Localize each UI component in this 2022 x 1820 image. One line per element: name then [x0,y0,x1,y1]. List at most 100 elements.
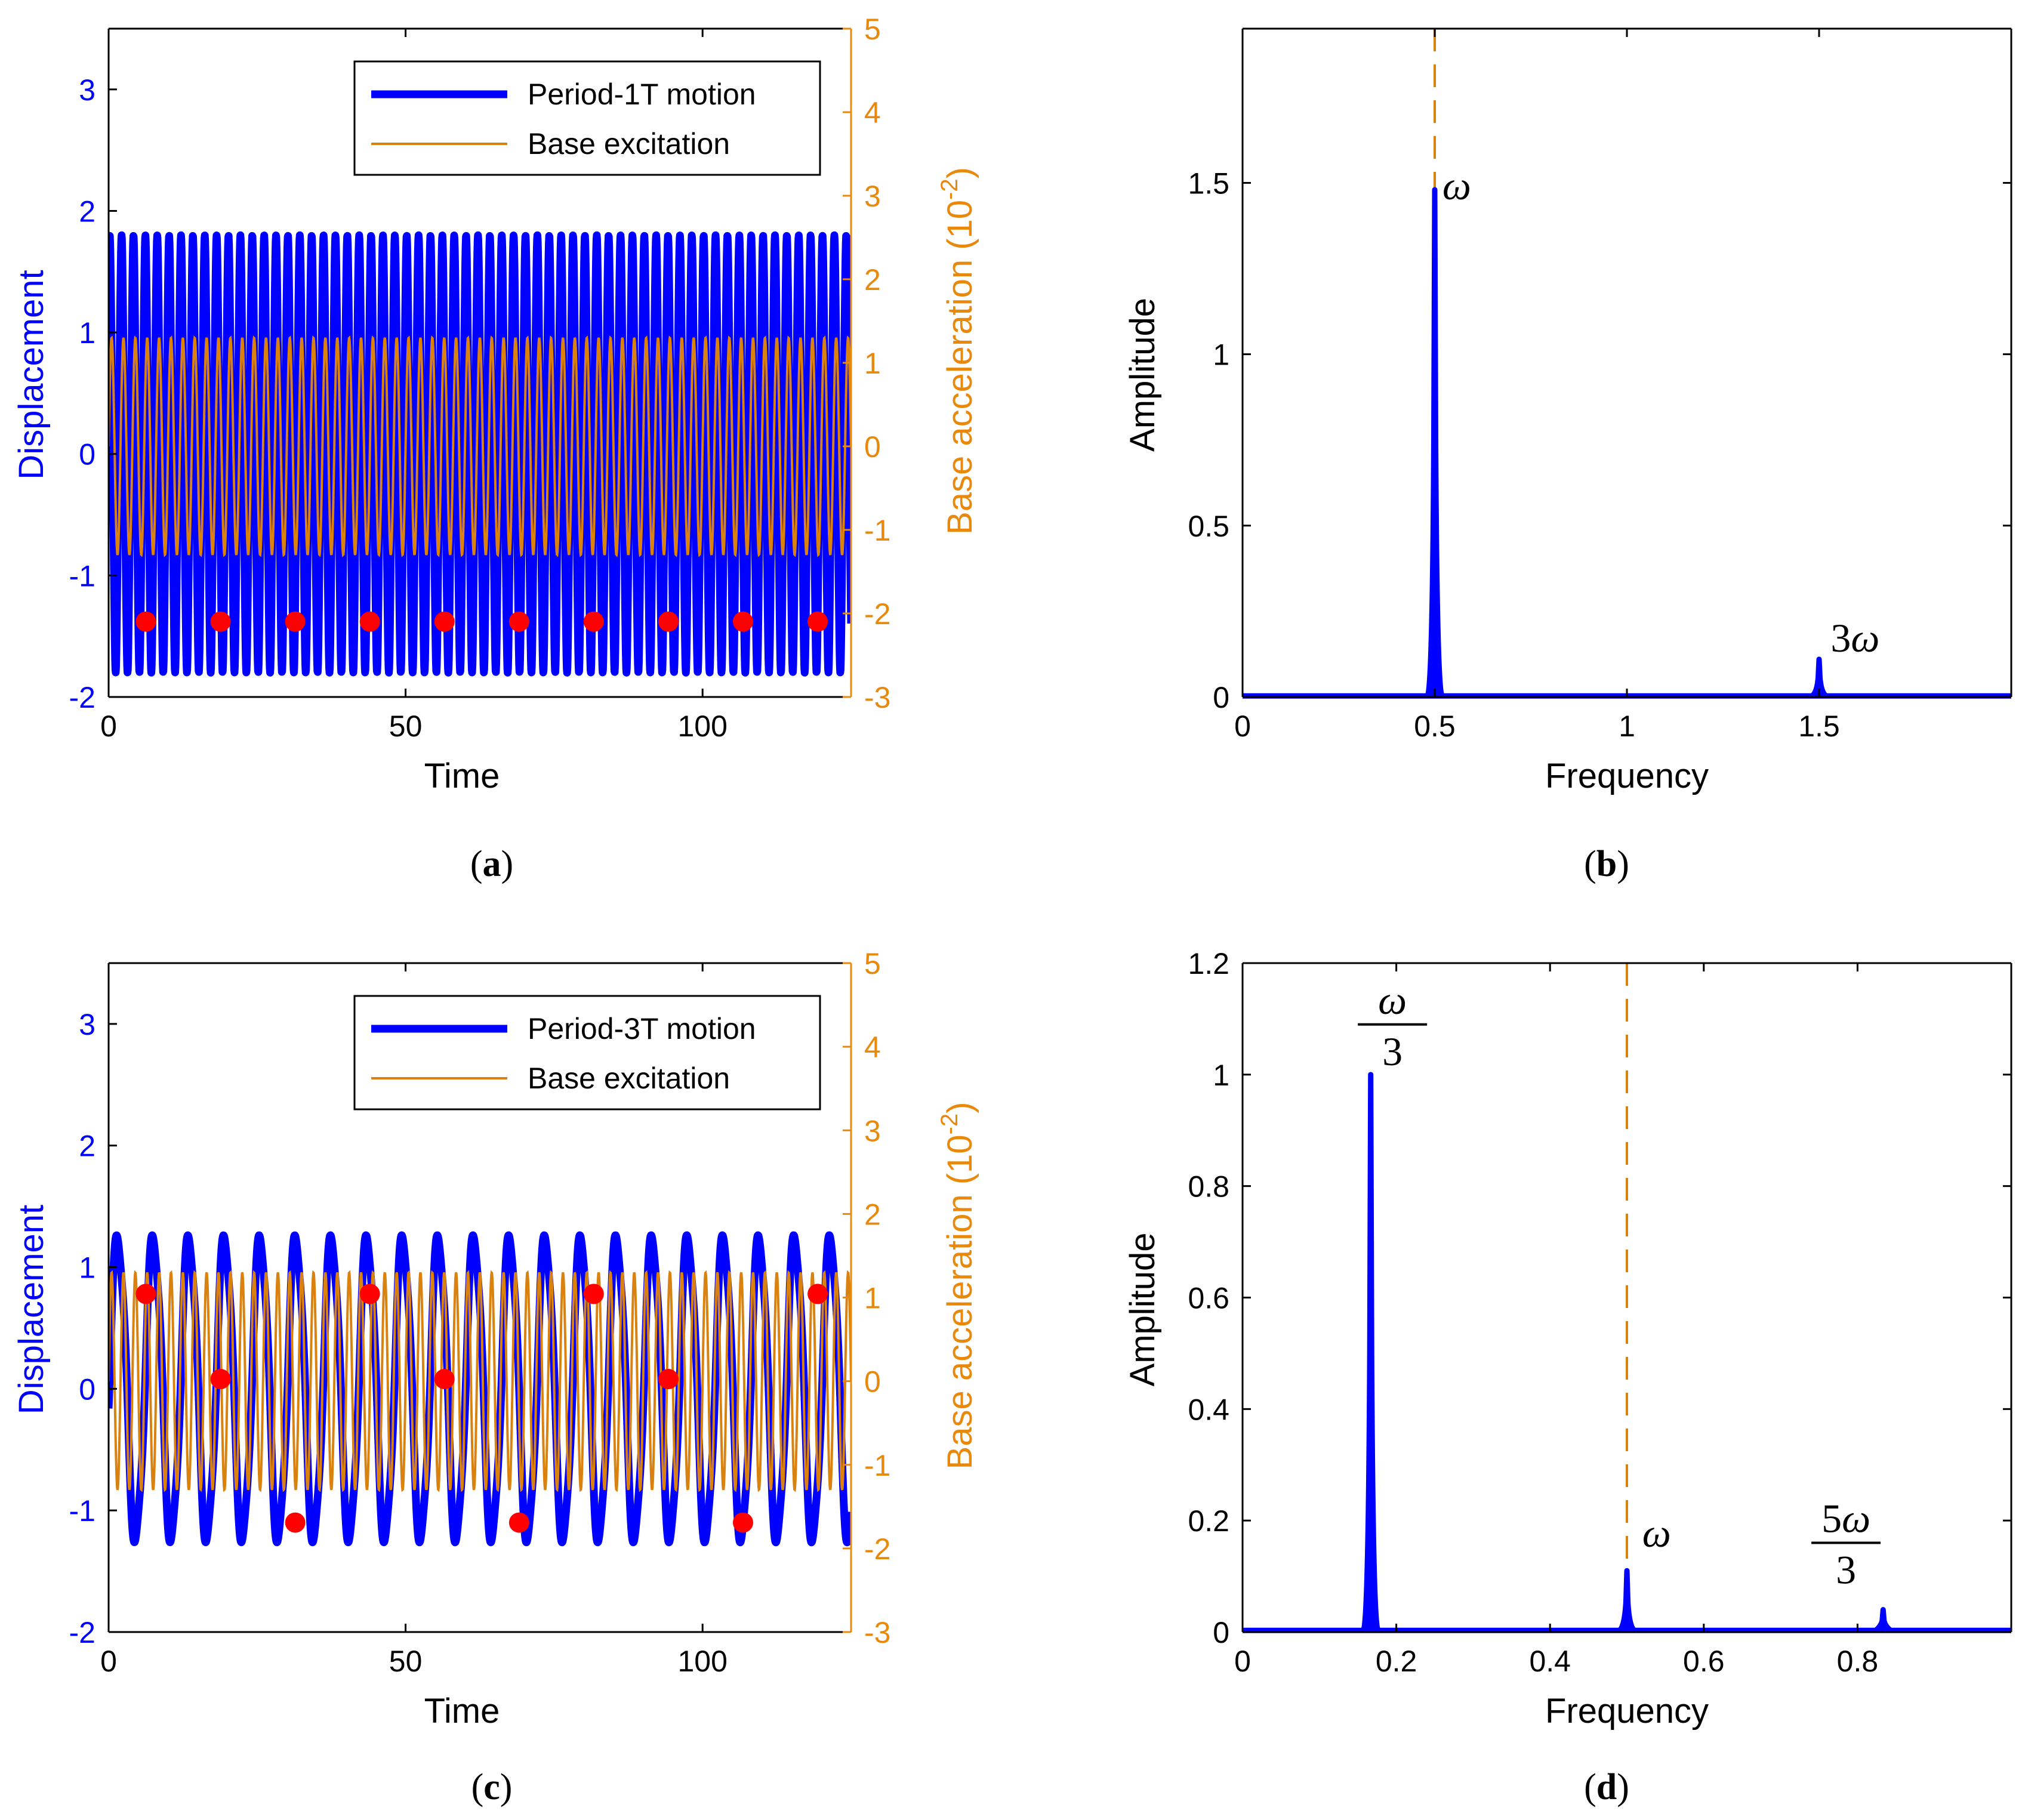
panel-caption: (d) [1584,1767,1629,1807]
y-tick-label-left: 2 [79,1130,95,1163]
caption-paren-close: ) [1617,844,1629,884]
y-axis-label-right: Base acceleration (10-2) [936,1102,979,1470]
y-tick-label-right: 4 [864,96,881,129]
x-axis-label: Frequency [1545,757,1709,795]
caption-paren-open: ( [470,844,483,884]
poincare-point [359,1284,380,1304]
y-tick-label: 1 [1213,338,1229,372]
y-axis-label-right-exponent: -2 [936,1113,963,1135]
poincare-point [135,611,156,632]
y-tick-label-right: 5 [864,947,881,980]
annotation-omega: ω [1642,1510,1671,1556]
poincare-point [285,1512,306,1533]
x-tick-label: 0 [1234,1645,1251,1678]
poincare-point [508,1512,529,1533]
y-tick-label-right: -2 [864,597,890,631]
x-tick-label: 0.8 [1837,1645,1879,1678]
y-axis-label-right: Base acceleration (10-2) [936,167,979,535]
fraction-denominator: 3 [1382,1029,1403,1074]
legend-box [353,60,821,176]
x-axis-label: Time [424,757,500,795]
y-tick-label-left: 1 [79,1251,95,1285]
annotation-omega: ω [1851,615,1879,661]
poincare-point [508,611,529,632]
annotation-coefficient: 3 [1830,615,1851,661]
x-tick-label: 50 [389,710,423,743]
y-axis-label-left: Displacement [12,1205,51,1414]
x-tick-label: 0.4 [1529,1645,1571,1678]
poincare-point [658,1369,679,1390]
caption-letter: a [483,844,501,884]
caption-letter: c [483,1767,500,1807]
x-tick-label: 1 [1619,710,1635,743]
spectrum-peak [1810,656,1828,699]
y-axis-label: Amplitude [1123,1233,1162,1387]
poincare-point [807,611,828,632]
y-tick-label: 0.8 [1188,1170,1229,1204]
panel-caption: (b) [1584,844,1629,884]
caption-paren-open: ( [471,1767,484,1807]
poincare-point [658,611,679,632]
y-axis-label-right-close: ) [941,167,979,178]
y-tick-label-left: 3 [79,73,95,107]
y-tick-label: 1.5 [1188,166,1229,200]
y-axis-label: Amplitude [1123,298,1162,452]
poincare-point [210,1369,231,1390]
x-tick-label: 100 [677,1645,727,1678]
caption-paren-close: ) [501,844,514,884]
x-tick-label: 1.5 [1798,710,1840,743]
peak-annotation-fraction: ω3 [1358,977,1428,1074]
y-tick-label-left: 0 [79,1372,95,1406]
y-tick-label-left: 0 [79,438,95,471]
annotation-omega: ω [1442,163,1471,208]
y-tick-label-right: 0 [864,1365,881,1399]
y-tick-label: 0.5 [1188,510,1229,543]
poincare-point [210,611,231,632]
spectrum-peak [1425,187,1445,699]
series-line-excitation [109,1270,851,1492]
fraction-denominator: 3 [1836,1547,1856,1593]
y-tick-label: 0.6 [1188,1282,1229,1315]
spectrum-peak [1874,1607,1892,1633]
y-axis-label-right-text: Base acceleration (10 [941,200,979,535]
x-tick-label: 0.6 [1683,1645,1725,1678]
y-tick-label-right: -3 [864,1616,890,1649]
y-tick-label-left: -2 [69,1616,95,1649]
panel-a: 0 50 100 -2 -1 0 1 2 3 -3 -2 -1 0 1 2 3 4 5 Time Displaceme… [12,13,979,884]
poincare-point [807,1284,828,1304]
caption-paren-open: ( [1584,1767,1596,1807]
y-tick-label: 0 [1213,681,1229,714]
peak-annotation: 3ω [1830,615,1879,661]
poincare-point [359,611,380,632]
series-line-excitation [109,335,851,557]
caption-paren-open: ( [1584,844,1596,884]
legend-label: Period-3T motion [528,1012,756,1045]
fraction-numerator: 5ω [1821,1496,1870,1541]
y-tick-label-right: 0 [864,430,881,464]
y-tick-label-right: 1 [864,1282,881,1315]
panel-d: 0 0.2 0.4 0.6 0.8 0 0.2 0.4 0.6 0.8 1 1.2 Frequency A… [1123,947,2012,1807]
y-tick-label-right: 5 [864,13,881,46]
series-line-displacement [109,231,851,677]
y-axis-label-right-close: ) [941,1102,979,1113]
y-tick-label-left: -1 [69,559,95,593]
y-tick-label: 0 [1213,1616,1229,1649]
x-tick-label: 0 [100,1645,117,1678]
x-tick-label: 100 [677,710,727,743]
x-tick-label: 0 [100,710,117,743]
legend: Period-1T motion Base excitation [353,60,821,176]
spectrum-peak [1361,1072,1381,1633]
y-tick-label-right: 4 [864,1031,881,1064]
legend: Period-3T motion Base excitation [353,995,821,1110]
y-tick-label-right: 3 [864,180,881,213]
y-axis-label-left: Displacement [12,270,51,479]
poincare-point [135,1284,156,1304]
caption-letter: d [1596,1767,1617,1807]
y-tick-label-right: -2 [864,1532,890,1566]
x-axis-label: Time [424,1692,500,1730]
y-axis-label-right-exponent: -2 [936,178,963,200]
x-tick-label: 0.2 [1376,1645,1417,1678]
y-tick-label-left: 3 [79,1008,95,1041]
fraction-numerator: ω [1378,977,1407,1023]
